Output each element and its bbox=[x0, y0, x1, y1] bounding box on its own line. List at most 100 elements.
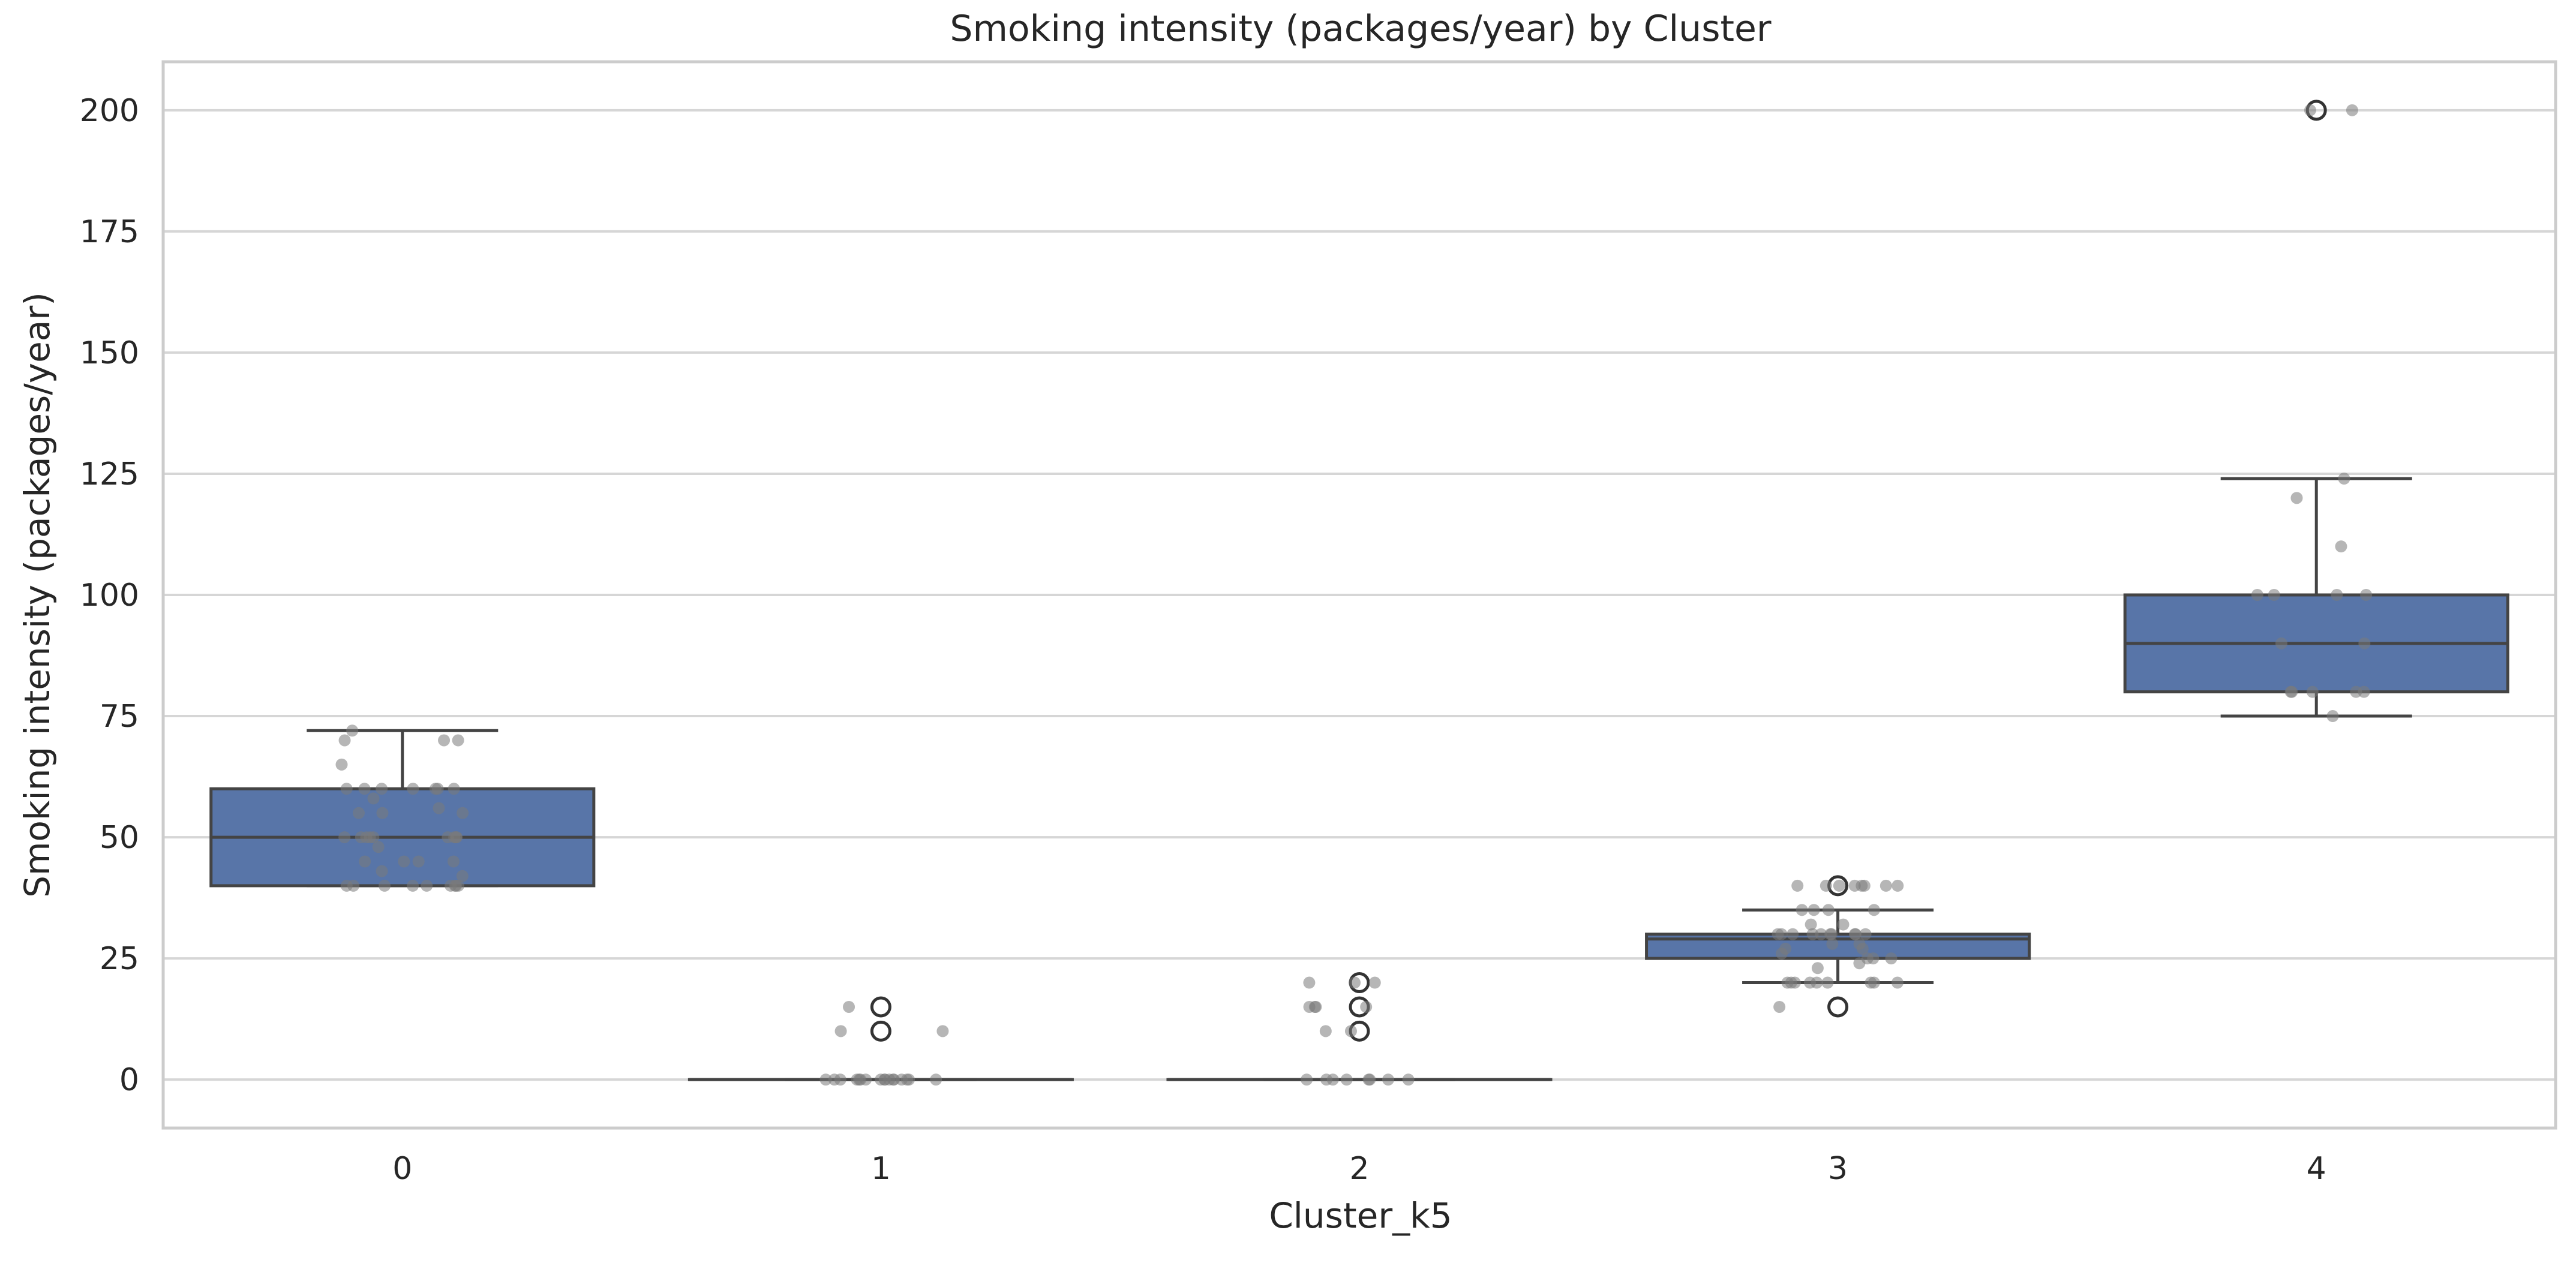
strip-point bbox=[433, 802, 445, 814]
y-tick-label: 200 bbox=[80, 93, 139, 129]
y-tick-label: 100 bbox=[80, 578, 139, 614]
strip-point bbox=[1364, 1073, 1376, 1085]
strip-point bbox=[1826, 938, 1838, 950]
strip-point bbox=[451, 831, 463, 843]
strip-point bbox=[1310, 1001, 1322, 1013]
y-tick-label: 125 bbox=[80, 456, 139, 492]
strip-point bbox=[930, 1073, 942, 1085]
strip-point bbox=[368, 792, 380, 804]
strip-point bbox=[2251, 589, 2263, 601]
strip-point bbox=[338, 831, 350, 843]
strip-point bbox=[359, 783, 371, 795]
strip-point bbox=[2304, 104, 2316, 116]
strip-point bbox=[341, 783, 353, 795]
strip-point bbox=[398, 856, 410, 868]
strip-point bbox=[448, 856, 460, 868]
strip-point bbox=[347, 880, 359, 892]
x-tick-label: 0 bbox=[392, 1151, 412, 1187]
strip-point bbox=[2290, 492, 2302, 504]
strip-point bbox=[2358, 637, 2370, 649]
strip-point bbox=[379, 880, 391, 892]
y-tick-label: 0 bbox=[119, 1062, 139, 1098]
strip-point bbox=[896, 1073, 908, 1085]
strip-point bbox=[438, 734, 450, 746]
strip-point bbox=[2326, 710, 2338, 722]
strip-point bbox=[457, 807, 469, 819]
strip-point bbox=[1787, 928, 1799, 940]
strip-point bbox=[1812, 962, 1824, 974]
strip-point bbox=[936, 1025, 948, 1037]
x-tick-label: 3 bbox=[1828, 1151, 1848, 1187]
x-tick-label: 4 bbox=[2307, 1151, 2326, 1187]
y-tick-label: 75 bbox=[100, 699, 139, 735]
strip-point bbox=[364, 831, 376, 843]
strip-point bbox=[376, 807, 388, 819]
y-tick-label: 175 bbox=[80, 214, 139, 250]
strip-point bbox=[883, 1073, 895, 1085]
strip-point bbox=[1823, 904, 1835, 916]
strip-point bbox=[421, 880, 433, 892]
strip-point bbox=[1880, 880, 1892, 892]
strip-point bbox=[835, 1025, 847, 1037]
strip-point bbox=[1403, 1073, 1415, 1085]
strip-point bbox=[1776, 948, 1788, 960]
strip-point bbox=[2338, 473, 2350, 485]
strip-point bbox=[1345, 1025, 1357, 1037]
strip-point bbox=[1301, 1073, 1313, 1085]
chart-title: Smoking intensity (packages/year) by Clu… bbox=[950, 8, 1772, 50]
x-tick-label: 2 bbox=[1349, 1151, 1369, 1187]
strip-point bbox=[1808, 904, 1820, 916]
strip-point bbox=[1382, 1073, 1394, 1085]
y-tick-label: 25 bbox=[100, 941, 139, 977]
strip-point bbox=[834, 1073, 846, 1085]
strip-point bbox=[1821, 977, 1833, 989]
strip-point bbox=[339, 734, 351, 746]
strip-point bbox=[854, 1073, 866, 1085]
strip-point bbox=[1303, 977, 1315, 989]
strip-point bbox=[843, 1001, 855, 1013]
strip-point bbox=[2275, 637, 2287, 649]
x-tick-label: 1 bbox=[871, 1151, 891, 1187]
strip-point bbox=[445, 880, 457, 892]
strip-point bbox=[1785, 977, 1797, 989]
strip-point bbox=[1327, 1073, 1339, 1085]
strip-point bbox=[1885, 952, 1897, 964]
strip-point bbox=[1804, 977, 1816, 989]
strip-point bbox=[376, 865, 388, 877]
strip-point bbox=[1868, 904, 1880, 916]
strip-point bbox=[1868, 977, 1880, 989]
strip-point bbox=[1360, 1001, 1372, 1013]
strip-point bbox=[432, 783, 444, 795]
strip-point bbox=[376, 783, 388, 795]
strip-point bbox=[1853, 957, 1865, 969]
strip-point bbox=[1791, 880, 1803, 892]
strip-point bbox=[1369, 977, 1381, 989]
strip-point bbox=[413, 856, 425, 868]
strip-point bbox=[2350, 686, 2362, 698]
strip-point bbox=[2335, 540, 2347, 552]
x-axis-label: Cluster_k5 bbox=[1269, 1195, 1452, 1236]
strip-point bbox=[1856, 880, 1868, 892]
strip-point bbox=[452, 734, 464, 746]
strip-point bbox=[336, 759, 348, 771]
strip-point bbox=[353, 807, 365, 819]
strip-point bbox=[2285, 686, 2297, 698]
strip-point bbox=[407, 783, 419, 795]
strip-point bbox=[1772, 928, 1784, 940]
strip-point bbox=[2360, 589, 2372, 601]
strip-point bbox=[1833, 880, 1845, 892]
strip-point bbox=[1892, 977, 1904, 989]
y-axis-label: Smoking intensity (packages/year) bbox=[17, 292, 58, 898]
strip-point bbox=[2331, 589, 2343, 601]
strip-point bbox=[1320, 1025, 1332, 1037]
strip-point bbox=[1892, 880, 1904, 892]
y-tick-label: 150 bbox=[80, 335, 139, 371]
strip-point bbox=[373, 841, 385, 853]
y-tick-label: 50 bbox=[100, 820, 139, 856]
strip-point bbox=[1341, 1073, 1353, 1085]
strip-point bbox=[1773, 1001, 1785, 1013]
strip-point bbox=[1820, 880, 1832, 892]
strip-point bbox=[1807, 928, 1819, 940]
